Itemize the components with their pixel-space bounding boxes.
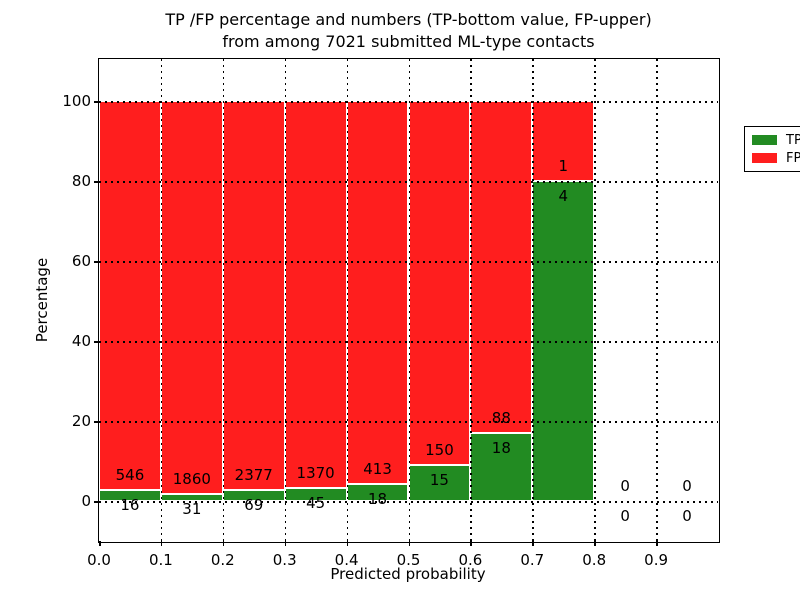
tp-count-label: 18: [491, 439, 511, 458]
vertical-gridline: [656, 59, 658, 541]
vertical-gridline: [594, 59, 596, 541]
tp-bar-segment: [99, 489, 161, 501]
legend-label-tp: TP: [786, 132, 800, 148]
tp-count-label: 0: [620, 507, 630, 525]
vertical-gridline: [222, 59, 225, 541]
x-tick-label: 0.0: [87, 551, 111, 569]
y-tick-label: 0: [81, 492, 91, 510]
x-axis-label: Predicted probability: [330, 565, 486, 583]
stacked-bar: [222, 59, 285, 541]
vertical-gridline: [160, 59, 163, 541]
fp-count-label: 88: [491, 409, 511, 428]
y-tick-mark: [94, 261, 99, 263]
gridlines-layer: [99, 59, 718, 541]
fp-bar-segment: [532, 101, 595, 181]
x-tick-mark: [346, 541, 349, 546]
y-tick-mark: [94, 181, 99, 183]
tp-bar-segment: [470, 433, 533, 501]
fp-count-label: 413: [363, 460, 392, 479]
x-tick-label: 0.6: [458, 551, 483, 569]
fp-bar-segment: [99, 101, 161, 490]
vertical-gridline: [408, 59, 410, 541]
bar-labels-layer: 546 16 1860 31 2377 69 1370 45 413 18 150 15 88 18 1 4 0…: [99, 59, 718, 541]
tp-count-label: 16: [120, 495, 140, 514]
y-tick-label: 100: [62, 92, 91, 110]
stacked-bar: [470, 59, 533, 541]
x-tick-mark: [160, 541, 163, 546]
stacked-bar: [99, 59, 161, 541]
tp-count-label: 69: [244, 495, 264, 514]
vertical-gridline: [284, 59, 287, 541]
fp-count-label: 546: [115, 465, 145, 484]
fp-count-label: 1860: [172, 470, 211, 489]
y-tick-label: 80: [71, 172, 91, 190]
vertical-gridline: [346, 59, 349, 541]
legend: TP FP: [744, 126, 800, 172]
tp-count-label: 31: [182, 500, 202, 519]
ticks-layer: 0.0 0.1 0.2 0.3 0.4 0.5 0.6 0.7 0.8 0.9 0 20 40 60 80 1…: [62, 59, 718, 569]
fp-count-label: 2377: [234, 465, 273, 484]
tp-count-label: 0: [682, 507, 692, 525]
tp-count-label: 15: [429, 470, 449, 489]
plot-area: 0.0 0.1 0.2 0.3 0.4 0.5 0.6 0.7 0.8 0.9 0 20 40 60 80 1…: [62, 57, 800, 569]
fp-count-label: 1370: [296, 464, 335, 483]
x-tick-mark: [408, 541, 410, 546]
tp-count-label: 4: [558, 187, 569, 205]
x-tick-mark: [532, 541, 534, 546]
fp-count-label: 1: [558, 157, 569, 175]
tp-bar-segment: [408, 464, 471, 501]
chart-title-line-1: TP /FP percentage and numbers (TP-bottom…: [165, 10, 652, 29]
x-tick-mark: [594, 541, 596, 546]
y-tick-mark: [94, 341, 99, 343]
tp-count-label: 45: [306, 494, 326, 513]
legend-entry-fp: FP: [752, 152, 800, 165]
x-tick-mark: [222, 541, 225, 546]
x-tick-label: 0.2: [210, 551, 235, 569]
y-tick-mark: [94, 421, 99, 423]
stacked-bar: [346, 59, 409, 541]
y-tick-mark: [94, 501, 99, 503]
y-tick-mark: [94, 101, 99, 103]
y-axis-label: Percentage: [33, 257, 51, 343]
vertical-gridline: [532, 59, 534, 541]
x-tick-label: 0.4: [334, 551, 359, 569]
bars-layer: [99, 59, 718, 541]
tp-count-label: 18: [368, 490, 388, 509]
fp-count-label: 0: [682, 477, 692, 495]
x-tick-mark: [470, 541, 472, 546]
stacked-bar: [408, 59, 471, 541]
fp-count-label: 0: [620, 477, 630, 495]
x-tick-mark: [99, 541, 101, 546]
y-tick-label: 20: [71, 412, 91, 430]
x-tick-label: 0.1: [148, 551, 173, 569]
fp-bar-segment: [470, 101, 533, 434]
x-tick-label: 0.3: [272, 551, 297, 569]
x-tick-label: 0.9: [644, 551, 669, 569]
fp-bar-segment: [284, 101, 347, 489]
stacked-bar: [284, 59, 347, 541]
y-tick-label: 60: [71, 252, 91, 270]
x-tick-label: 0.5: [396, 551, 421, 569]
tp-swatch-icon: [752, 135, 777, 145]
chart-title-line-2: from among 7021 submitted ML-type contac…: [222, 32, 595, 51]
x-tick-mark: [656, 541, 658, 546]
fp-bar-segment: [222, 101, 285, 490]
fp-count-label: 150: [425, 440, 454, 459]
vertical-gridline: [470, 59, 472, 541]
x-tick-label: 0.7: [520, 551, 545, 569]
y-tick-label: 40: [71, 332, 91, 350]
x-tick-mark: [284, 541, 287, 546]
fp-swatch-icon: [752, 153, 777, 163]
x-tick-label: 0.8: [582, 551, 607, 569]
legend-entry-tp: TP: [752, 134, 800, 147]
legend-label-fp: FP: [786, 150, 800, 166]
